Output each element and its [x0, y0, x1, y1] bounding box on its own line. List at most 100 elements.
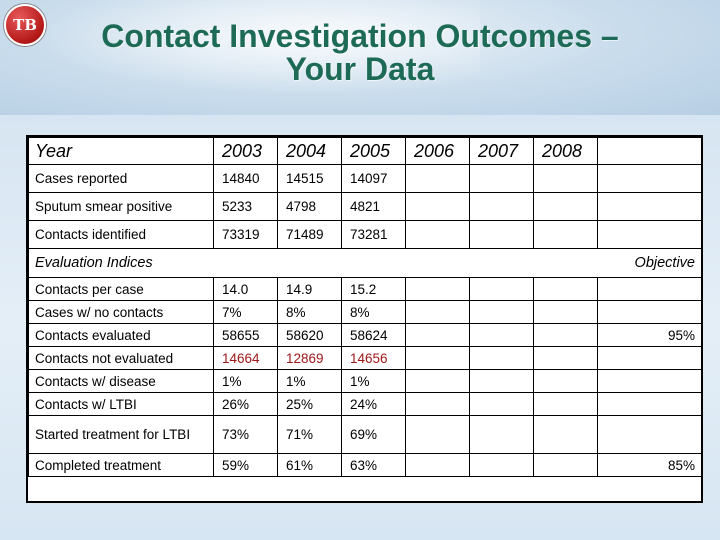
index-row: Contacts not evaluated 14664 12869 14656 — [28, 346, 702, 370]
value-cell: 1% — [213, 369, 278, 393]
summary-row: Contacts identified 73319 71489 73281 — [28, 220, 702, 249]
objective-cell — [597, 369, 702, 393]
value-cell: 14840 — [213, 164, 278, 193]
value-cell: 73319 — [213, 220, 278, 249]
value-cell — [469, 415, 534, 454]
value-cell — [405, 220, 470, 249]
summary-row: Cases reported 14840 14515 14097 — [28, 164, 702, 193]
value-cell — [405, 453, 470, 477]
value-cell — [405, 323, 470, 347]
value-cell — [405, 192, 470, 221]
objective-cell — [597, 300, 702, 324]
value-cell: 14.0 — [213, 277, 278, 301]
row-label: Contacts w/ disease — [28, 369, 214, 393]
value-cell — [405, 164, 470, 193]
title-line-2: Your Data — [285, 51, 435, 87]
row-label: Contacts w/ LTBI — [28, 392, 214, 416]
value-cell — [533, 415, 598, 454]
objective-cell — [597, 392, 702, 416]
objective-cell — [597, 346, 702, 370]
index-row: Contacts w/ LTBI 26% 25% 24% — [28, 392, 702, 416]
value-cell — [469, 369, 534, 393]
value-cell — [405, 277, 470, 301]
value-cell — [469, 346, 534, 370]
year-header-cell: 2003 — [213, 137, 278, 165]
value-cell: 73% — [213, 415, 278, 454]
value-cell — [533, 164, 598, 193]
value-cell — [533, 192, 598, 221]
value-cell: 4821 — [341, 192, 406, 221]
value-cell: 1% — [277, 369, 342, 393]
year-header-cell: 2006 — [405, 137, 470, 165]
value-cell — [533, 453, 598, 477]
row-label: Sputum smear positive — [28, 192, 214, 221]
summary-row: Sputum smear positive 5233 4798 4821 — [28, 192, 702, 221]
section-label: Evaluation Indices — [28, 248, 598, 278]
value-cell: 1% — [341, 369, 406, 393]
row-label: Contacts evaluated — [28, 323, 214, 347]
row-label: Contacts per case — [28, 277, 214, 301]
value-cell: 12869 — [277, 346, 342, 370]
year-header-cell: 2008 — [533, 137, 598, 165]
value-cell — [469, 300, 534, 324]
outcomes-table: Year 2003 2004 2005 2006 2007 2008 Cases report… — [26, 135, 703, 503]
value-cell: 58624 — [341, 323, 406, 347]
value-cell: 5233 — [213, 192, 278, 221]
year-header-cell: 2004 — [277, 137, 342, 165]
year-header-cell: 2005 — [341, 137, 406, 165]
value-cell: 14664 — [213, 346, 278, 370]
value-cell: 14097 — [341, 164, 406, 193]
value-cell: 71489 — [277, 220, 342, 249]
objective-cell — [597, 415, 702, 454]
value-cell — [469, 323, 534, 347]
index-row: Contacts evaluated 58655 58620 58624 95% — [28, 323, 702, 347]
year-header-blank — [597, 137, 702, 165]
page-title: Contact Investigation Outcomes – Your Da… — [40, 20, 680, 86]
value-cell: 7% — [213, 300, 278, 324]
value-cell: 14.9 — [277, 277, 342, 301]
year-header-cell: 2007 — [469, 137, 534, 165]
value-cell — [405, 346, 470, 370]
index-row: Contacts w/ disease 1% 1% 1% — [28, 369, 702, 393]
value-cell — [533, 346, 598, 370]
value-cell: 14656 — [341, 346, 406, 370]
value-cell: 8% — [341, 300, 406, 324]
tb-logo: TB — [4, 4, 46, 46]
index-row: Cases w/ no contacts 7% 8% 8% — [28, 300, 702, 324]
value-cell: 58620 — [277, 323, 342, 347]
value-cell — [405, 415, 470, 454]
row-label: Contacts not evaluated — [28, 346, 214, 370]
objective-cell — [597, 277, 702, 301]
row-label: Started treatment for LTBI — [28, 415, 214, 454]
row-label: Cases w/ no contacts — [28, 300, 214, 324]
value-cell — [533, 300, 598, 324]
value-cell: 73281 — [341, 220, 406, 249]
value-cell: 4798 — [277, 192, 342, 221]
value-cell — [469, 392, 534, 416]
value-cell — [405, 392, 470, 416]
value-cell: 15.2 — [341, 277, 406, 301]
value-cell — [469, 453, 534, 477]
value-cell: 14515 — [277, 164, 342, 193]
value-cell: 69% — [341, 415, 406, 454]
year-header-label: Year — [28, 137, 214, 165]
value-cell — [405, 369, 470, 393]
blank-cell — [597, 220, 702, 249]
row-label: Completed treatment — [28, 453, 214, 477]
value-cell: 26% — [213, 392, 278, 416]
value-cell: 8% — [277, 300, 342, 324]
value-cell — [533, 323, 598, 347]
index-row: Completed treatment 59% 61% 63% 85% — [28, 453, 702, 477]
value-cell — [533, 277, 598, 301]
index-row: Contacts per case 14.0 14.9 15.2 — [28, 277, 702, 301]
value-cell: 58655 — [213, 323, 278, 347]
objective-cell: 95% — [597, 323, 702, 347]
blank-cell — [597, 192, 702, 221]
value-cell: 25% — [277, 392, 342, 416]
title-line-1: Contact Investigation Outcomes – — [101, 18, 619, 54]
value-cell — [469, 164, 534, 193]
index-row: Started treatment for LTBI 73% 71% 69% — [28, 415, 702, 454]
blank-cell — [597, 164, 702, 193]
value-cell — [469, 220, 534, 249]
value-cell: 71% — [277, 415, 342, 454]
